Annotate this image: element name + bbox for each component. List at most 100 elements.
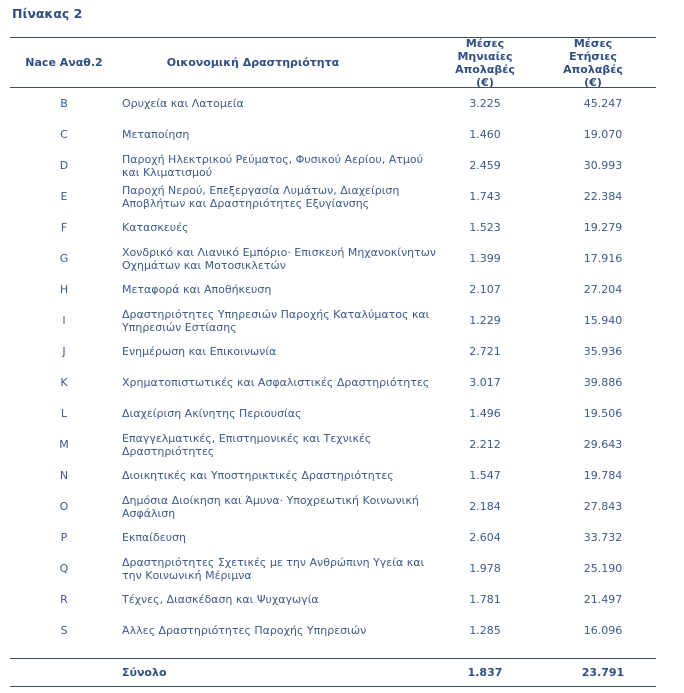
nace-code: L: [60, 407, 68, 420]
annual-wage: 29.643: [583, 438, 623, 451]
activity-name: Δημόσια Διοίκηση και Άμυνα· Υποχρεωτική …: [122, 493, 419, 520]
table-row: S Άλλες Δραστηριότητες Παροχής Υπηρεσιών 1…: [10, 615, 656, 646]
activity-name: Εκπαίδευση: [122, 531, 187, 544]
table-row: E Παροχή Νερού, Επεξεργασία Λυμάτων, Διαχ…: [10, 181, 656, 212]
header-line: Απολαβές: [563, 62, 623, 76]
activity-name: Χρηματοπιστωτικές και Ασφαλιστικές Δραστ…: [122, 376, 430, 389]
nace-code: D: [59, 159, 69, 172]
monthly-wage: 1.399: [469, 252, 501, 265]
activity-name: Μεταποίηση: [122, 128, 190, 141]
annual-wage: 15.940: [583, 314, 623, 327]
nace-code: P: [60, 531, 68, 544]
activity-name: Παροχή Ηλεκτρικού Ρεύματος, Φυσικού Αερί…: [122, 152, 423, 179]
nace-code: K: [60, 376, 68, 389]
monthly-wage: 3.017: [469, 376, 501, 389]
header-activity: Οικονομική Δραστηριότητα: [166, 56, 340, 69]
annual-wage: 19.070: [583, 128, 623, 141]
header-line: Ετήσιες: [569, 49, 617, 63]
annual-wage: 19.784: [583, 469, 623, 482]
monthly-wage: 1.547: [469, 469, 501, 482]
divider: [10, 686, 656, 687]
header-line: (€): [476, 75, 494, 89]
monthly-wage: 2.604: [469, 531, 501, 544]
annual-wage: 25.190: [583, 562, 623, 575]
total-row: Σύνολο 1.837 23.791: [10, 657, 656, 688]
divider: [10, 658, 656, 659]
table-row: M Επαγγελματικές, Επιστημονικές και Τεχνι…: [10, 429, 656, 460]
table-row: C Μεταποίηση 1.460 19.070: [10, 119, 656, 150]
annual-wage: 19.279: [583, 221, 623, 234]
nace-code: M: [59, 438, 69, 451]
monthly-wage: 3.225: [469, 97, 501, 110]
divider: [10, 37, 656, 38]
activity-name: Ορυχεία και Λατομεία: [122, 97, 244, 110]
table-row: Q Δραστηριότητες Σχετικές με την Ανθρώπιν…: [10, 553, 656, 584]
table-row: D Παροχή Ηλεκτρικού Ρεύματος, Φυσικού Αερ…: [10, 150, 656, 181]
nace-code: Q: [59, 562, 69, 575]
monthly-wage: 1.743: [469, 190, 501, 203]
nace-code: N: [59, 469, 69, 482]
nace-code: O: [59, 500, 69, 513]
table-row: G Χονδρικό και Λιανικό Εμπόριο· Επισκευή …: [10, 243, 656, 274]
activity-name: Επαγγελματικές, Επιστημονικές και Τεχνικ…: [122, 431, 372, 458]
activity-name: Παροχή Νερού, Επεξεργασία Λυμάτων, Διαχε…: [122, 183, 400, 210]
header-monthly: Μέσες Μηνιαίες Απολαβές (€): [440, 36, 530, 89]
header-annual: Μέσες Ετήσιες Απολαβές (€): [548, 36, 638, 89]
header-line: Μέσες: [573, 36, 613, 50]
total-annual: 23.791: [581, 666, 625, 679]
table-row: N Διοικητικές και Υποστηρικτικές Δραστηρι…: [10, 460, 656, 491]
activity-name: Άλλες Δραστηριότητες Παροχής Υπηρεσιών: [122, 624, 367, 637]
divider: [10, 87, 656, 88]
annual-wage: 45.247: [583, 97, 623, 110]
activity-name: Κατασκευές: [122, 221, 189, 234]
nace-code: F: [60, 221, 68, 234]
table-row: P Εκπαίδευση 2.604 33.732: [10, 522, 656, 553]
header-line: Απολαβές: [455, 62, 515, 76]
activity-name: Χονδρικό και Λιανικό Εμπόριο· Επισκευή Μ…: [122, 245, 437, 272]
nace-code: S: [60, 624, 68, 637]
table-row: O Δημόσια Διοίκηση και Άμυνα· Υποχρεωτική…: [10, 491, 656, 522]
activity-name: Δραστηριότητες Υπηρεσιών Παροχής Καταλύμ…: [122, 307, 430, 334]
nace-code: B: [60, 97, 68, 110]
annual-wage: 30.993: [583, 159, 623, 172]
nace-code: R: [60, 593, 68, 606]
activity-name: Διοικητικές και Υποστηρικτικές Δραστηριό…: [122, 469, 394, 482]
monthly-wage: 2.459: [469, 159, 501, 172]
monthly-wage: 2.721: [469, 345, 501, 358]
monthly-wage: 2.212: [469, 438, 501, 451]
annual-wage: 19.506: [583, 407, 623, 420]
header-line: Μηνιαίες: [457, 49, 513, 63]
annual-wage: 35.936: [583, 345, 623, 358]
activity-name: Τέχνες, Διασκέδαση και Ψυχαγωγία: [122, 593, 319, 606]
nace-code: G: [59, 252, 69, 265]
monthly-wage: 1.978: [469, 562, 501, 575]
monthly-wage: 1.285: [469, 624, 501, 637]
monthly-wage: 2.184: [469, 500, 501, 513]
header-line: Μέσες: [465, 36, 505, 50]
activity-name: Δραστηριότητες Σχετικές με την Ανθρώπινη…: [122, 555, 425, 582]
annual-wage: 17.916: [583, 252, 623, 265]
annual-wage: 33.732: [583, 531, 623, 544]
nace-code: H: [59, 283, 69, 296]
activity-name: Ενημέρωση και Επικοινωνία: [122, 345, 277, 358]
table-row: K Χρηματοπιστωτικές και Ασφαλιστικές Δρασ…: [10, 367, 656, 398]
annual-wage: 21.497: [583, 593, 623, 606]
nace-code: J: [62, 345, 66, 358]
nace-code: E: [60, 190, 68, 203]
table-row: R Τέχνες, Διασκέδαση και Ψυχαγωγία 1.781 21…: [10, 584, 656, 615]
monthly-wage: 1.781: [469, 593, 501, 606]
table-title: Πίνακας 2: [12, 6, 83, 21]
total-label: Σύνολο: [122, 666, 167, 679]
table-row: F Κατασκευές 1.523 19.279: [10, 212, 656, 243]
table-row: J Ενημέρωση και Επικοινωνία 2.721 35.936: [10, 336, 656, 367]
annual-wage: 22.384: [583, 190, 623, 203]
table-row: L Διαχείριση Ακίνητης Περιουσίας 1.496 19.5…: [10, 398, 656, 429]
nace-code: I: [62, 314, 66, 327]
annual-wage: 27.204: [583, 283, 623, 296]
activity-name: Μεταφορά και Αποθήκευση: [122, 283, 272, 296]
activity-name: Διαχείριση Ακίνητης Περιουσίας: [122, 407, 302, 420]
monthly-wage: 1.496: [469, 407, 501, 420]
monthly-wage: 1.523: [469, 221, 501, 234]
monthly-wage: 1.460: [469, 128, 501, 141]
annual-wage: 39.886: [583, 376, 623, 389]
